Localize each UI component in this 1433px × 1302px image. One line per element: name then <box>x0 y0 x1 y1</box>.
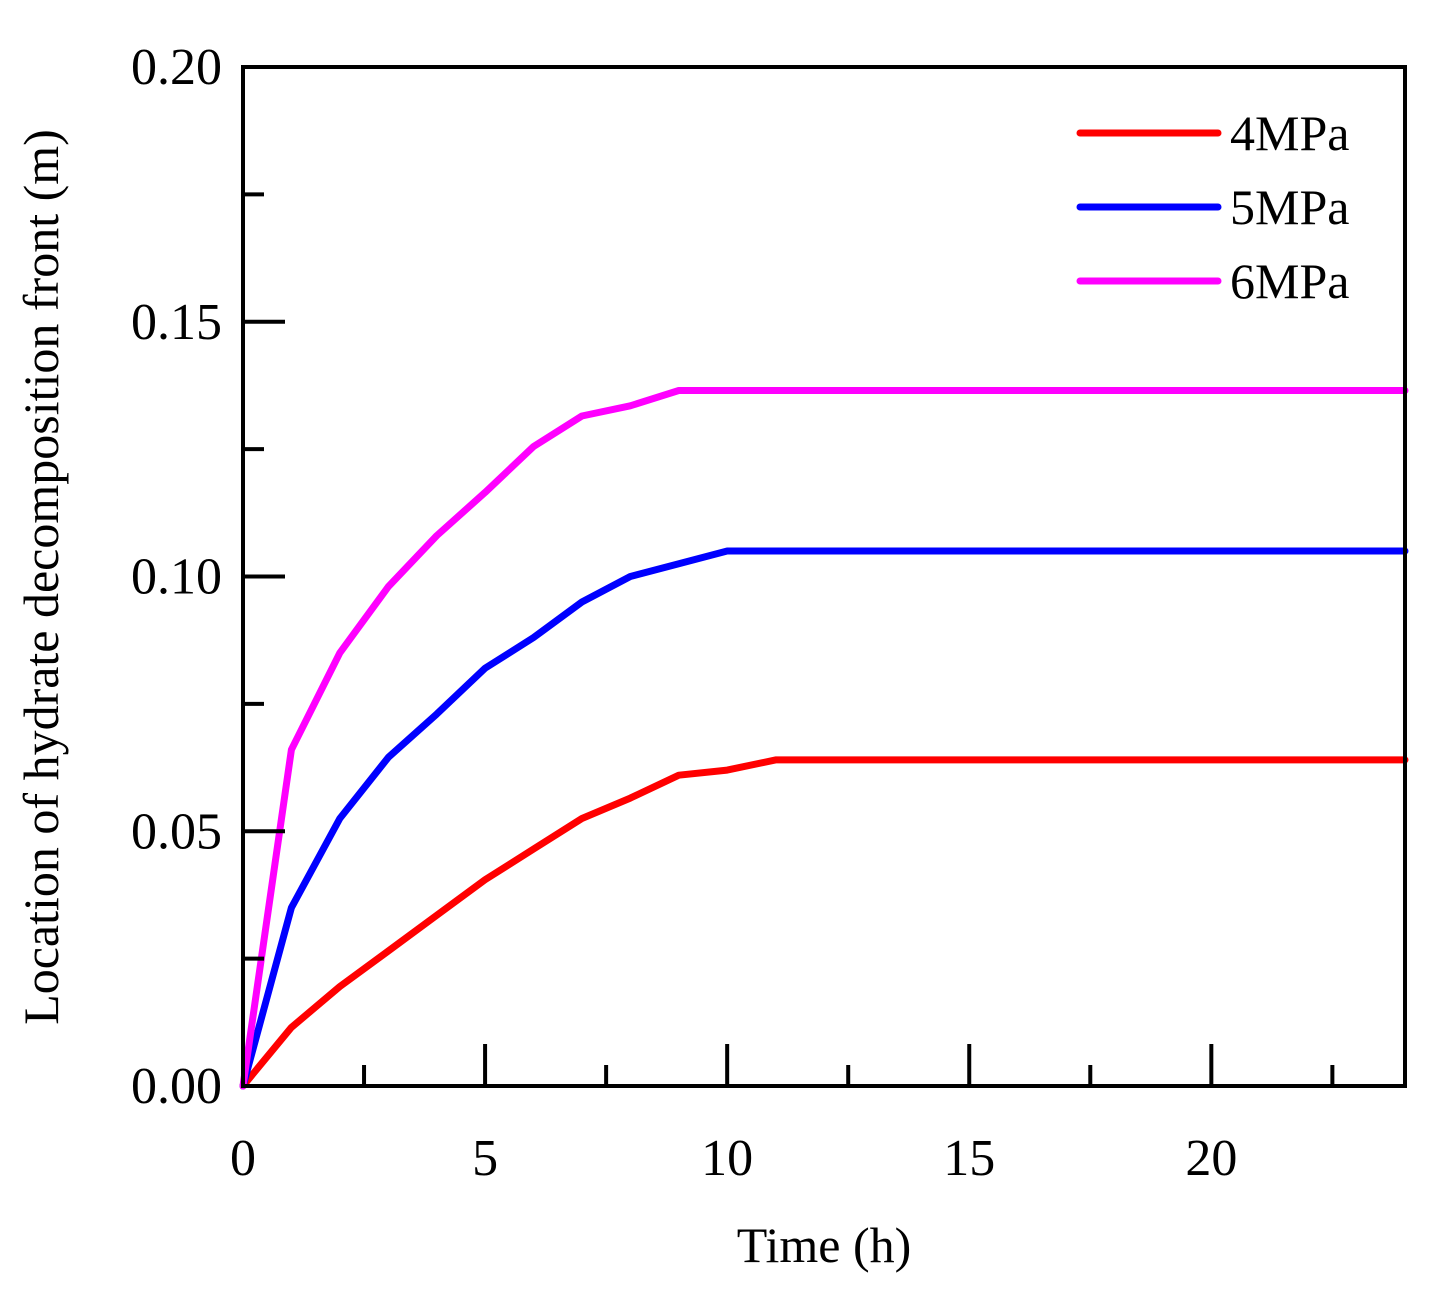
series-line-6MPa <box>239 387 1409 1090</box>
series-layer <box>239 387 1409 1090</box>
y-tick-label: 0.15 <box>131 294 222 351</box>
x-tick-label: 20 <box>1185 1130 1237 1187</box>
legend: 4MPa 5MPa 6MPa <box>1076 105 1349 309</box>
x-tick-label: 10 <box>701 1130 753 1187</box>
x-tick-label: 0 <box>230 1130 256 1187</box>
legend-label-6MPa: 6MPa <box>1230 253 1349 309</box>
ticks-layer: 0 5 10 15 20 0.00 0.05 0.10 0.15 0.20 <box>131 39 1335 1187</box>
y-tick-label: 0.00 <box>131 1058 222 1115</box>
legend-label-4MPa: 4MPa <box>1230 105 1349 161</box>
x-axis-title: Time (h) <box>737 1217 912 1273</box>
x-tick-label: 15 <box>943 1130 995 1187</box>
y-axis-title: Location of hydrate decomposition front … <box>13 129 69 1025</box>
y-tick-label: 0.05 <box>131 803 222 860</box>
series-line-5MPa <box>239 547 1409 1090</box>
legend-label-5MPa: 5MPa <box>1230 179 1349 235</box>
x-tick-label: 5 <box>472 1130 498 1187</box>
series-line-4MPa <box>239 756 1409 1090</box>
y-tick-label: 0.20 <box>131 39 222 96</box>
y-tick-label: 0.10 <box>131 549 222 606</box>
